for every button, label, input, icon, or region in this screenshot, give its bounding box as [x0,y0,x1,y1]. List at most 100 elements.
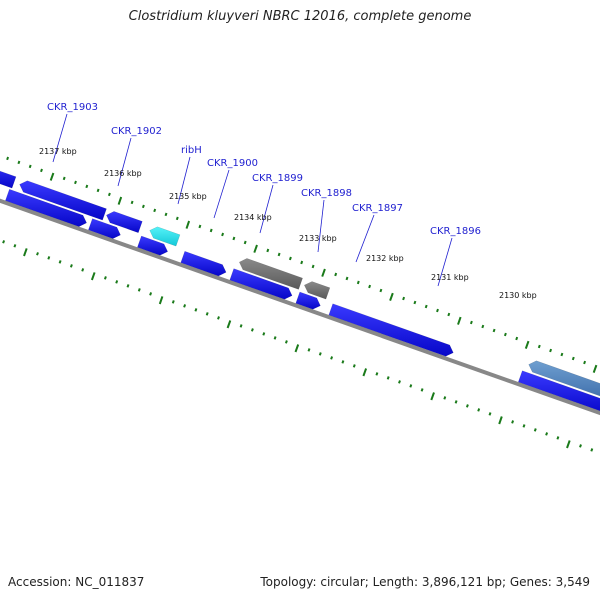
gene-arrow-pseudo [304,281,331,300]
tick-mark [205,312,209,316]
gene-arrow [180,251,227,277]
gene-label: CKR_1898 [301,188,352,199]
gene-arrow [106,211,143,233]
tick-mark [533,428,537,432]
inner-tick-ring [2,240,594,452]
tick-mark [17,160,21,165]
outer-tick-ring [6,156,598,373]
tick-mark [356,280,360,285]
gene-arrow [5,189,87,227]
gene-label: CKR_1897 [352,203,403,214]
tick-mark [74,180,77,185]
tick-mark [47,256,51,260]
tick-mark [436,308,439,313]
tick-mark [524,340,530,349]
tick-mark [492,328,496,333]
tick-mark [571,356,575,361]
tick-mark [288,256,292,261]
gene-label: ribH [181,145,202,156]
tick-mark [164,212,168,217]
tick-mark [398,380,401,384]
tick-mark [447,312,451,317]
kbp-tick-label: 2137 kbp [39,147,77,156]
tick-mark [294,344,300,353]
gene-arrow-ribh [149,226,181,247]
tick-mark [566,440,571,449]
tick-mark [430,392,435,401]
tick-mark [389,292,394,301]
label-leader-line [317,199,325,253]
tick-mark [379,288,383,293]
tick-mark [81,268,85,272]
tick-mark [49,172,55,181]
tick-mark [481,324,485,329]
gene-arrow [88,218,121,239]
map-title: Clostridium kluyveri NBRC 12016, complet… [128,9,472,24]
gene-arrow [295,291,321,310]
tick-mark [592,364,598,373]
tick-mark [126,284,130,288]
kbp-tick-label: 2135 kbp [169,192,207,201]
genome-summary-text: Topology: circular; Length: 3,896,121 bp… [260,575,590,589]
tick-mark [284,340,288,344]
tick-mark [141,204,145,209]
tick-mark [217,316,220,320]
tick-mark [262,332,266,336]
tick-mark [107,192,111,197]
tick-mark [185,220,191,229]
tick-mark [537,344,541,349]
tick-mark [321,268,326,277]
tick-mark [90,272,96,281]
label-leader-line [52,113,68,163]
tick-mark [330,356,334,360]
gene-arrow [528,360,600,397]
accession-text: Accession: NC_011837 [8,575,145,589]
label-leader-line [117,137,132,187]
tick-mark [386,376,390,380]
tick-mark [469,320,473,325]
tick-mark [454,400,458,404]
tick-mark [130,200,134,205]
tick-mark [62,176,66,181]
tick-mark [36,252,39,256]
genome-backbone [0,198,600,416]
gene-arrow [137,235,168,256]
kbp-tick-label: 2131 kbp [431,273,469,282]
tick-mark [515,336,519,341]
tick-mark [549,348,553,353]
tick-mark [424,304,428,309]
tick-mark [226,320,232,329]
tick-mark [137,288,141,292]
tick-mark [420,388,424,392]
gene-arrow [328,303,454,357]
tick-mark [40,168,43,173]
tick-mark [198,224,202,229]
tick-mark [362,368,368,377]
label-leader-line [355,214,375,263]
tick-mark [545,432,549,436]
tick-mark [117,196,123,205]
tick-mark [409,384,413,388]
tick-mark [209,228,213,233]
gene-label: CKR_1900 [207,158,258,169]
tick-mark [28,164,32,169]
tick-mark [153,208,157,213]
tick-mark [522,424,526,428]
tick-mark [69,264,73,268]
tick-mark [149,292,153,296]
tick-mark [345,276,349,281]
tick-mark [183,304,187,308]
tick-mark [115,280,119,284]
kbp-tick-label: 2133 kbp [299,234,337,243]
tick-mark [13,244,17,248]
tick-mark [85,184,89,189]
label-leader-line [213,169,230,219]
tick-mark [221,232,225,237]
tick-mark [498,416,503,425]
tick-mark [277,252,281,257]
label-leader-line [177,156,191,205]
tick-mark [368,284,372,289]
kbp-tick-label: 2136 kbp [104,169,142,178]
tick-mark [375,372,379,376]
